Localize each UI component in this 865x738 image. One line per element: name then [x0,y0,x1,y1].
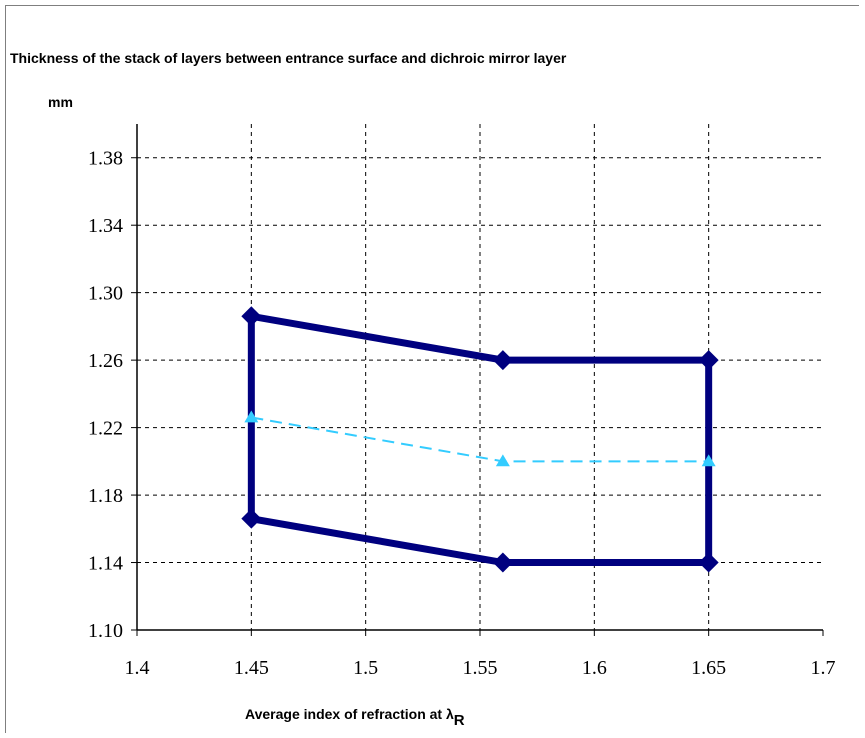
diamond-marker [698,350,719,371]
y-tick-label: 1.10 [88,620,123,642]
diamond-marker [241,306,262,327]
y-tick-label: 1.18 [88,485,123,507]
diamond-marker [241,508,262,529]
y-tick-labels: 1.10 1.14 1.18 1.22 1.26 1.30 1.34 1.38 [88,148,123,642]
x-tick-label: 1.7 [811,657,836,679]
gridlines [137,124,823,630]
y-tick-label: 1.34 [88,215,123,237]
triangle-marker [495,454,510,467]
axes [131,124,824,636]
y-tick-label: 1.22 [88,418,123,440]
chart-title: Thickness of the stack of layers between… [10,50,567,66]
y-tick-label: 1.30 [88,283,123,305]
x-tick-label: 1.45 [234,657,269,679]
y-tick-label: 1.38 [88,148,123,170]
triangle-marker [244,410,259,423]
x-tick-label: 1.5 [353,657,378,679]
x-axis-label-subscript: R [454,712,465,729]
chart-frame [5,5,859,733]
triangle-marker [701,454,716,467]
x-tick-label: 1.55 [463,657,498,679]
diamond-marker [492,552,513,573]
diamond-marker [698,552,719,573]
y-tick-label: 1.14 [88,553,123,575]
series-group [241,306,719,573]
x-tick-label: 1.4 [125,657,150,679]
y-axis-unit-label: mm [48,94,73,110]
x-tick-label: 1.65 [691,657,726,679]
x-tick-label: 1.6 [582,657,607,679]
y-tick-label: 1.26 [88,350,123,372]
diamond-marker [492,350,513,371]
x-axis-label-main: Average index of refraction at λ [245,706,454,722]
x-axis-label: Average index of refraction at λR [245,706,465,729]
x-tick-labels: 1.4 1.45 1.5 1.55 1.6 1.65 1.7 [125,657,836,679]
